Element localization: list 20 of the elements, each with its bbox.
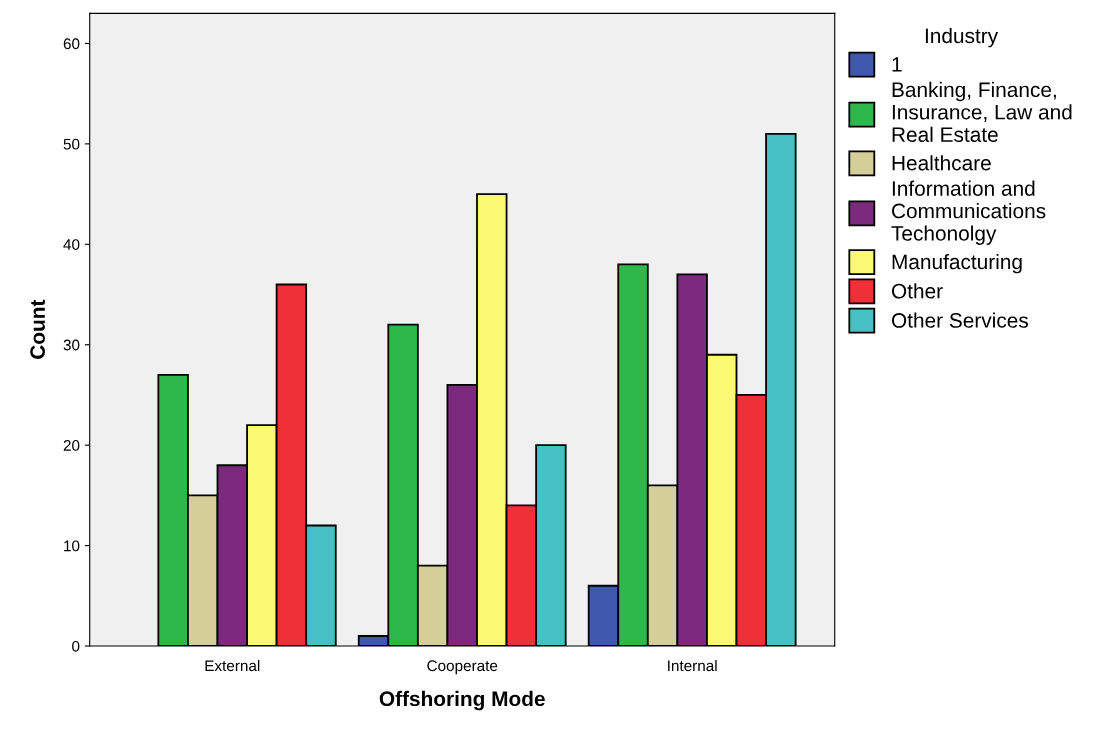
x-tick-label: External xyxy=(205,659,260,672)
legend-label: 1 xyxy=(892,57,902,72)
y-axis-title: Count xyxy=(30,299,45,359)
x-tick-label: Internal xyxy=(668,659,717,672)
y-tick-label: 30 xyxy=(63,339,80,351)
y-tick-label: 10 xyxy=(64,540,80,552)
x-axis-title: Offshoring Mode xyxy=(379,690,545,711)
x-tick-label: Cooperate xyxy=(427,660,498,675)
y-tick-label: 50 xyxy=(63,138,80,150)
legend-title: Industry xyxy=(925,27,999,48)
y-tick-label: 40 xyxy=(63,239,80,250)
legend-label: Manufacturing xyxy=(892,253,1022,274)
y-tick-label: 20 xyxy=(63,440,80,451)
legend-label: Healthcare xyxy=(892,155,991,171)
legend-label: Information and Communications Techonolgy xyxy=(891,180,1046,245)
y-tick-label: 60 xyxy=(63,38,80,50)
y-tick-label: 0 xyxy=(72,640,80,652)
legend-label: Other xyxy=(891,283,943,299)
legend-label: Banking, Finance, Insurance, Law and Real Estate xyxy=(892,81,1072,142)
legend-label: Other Services xyxy=(891,312,1028,328)
